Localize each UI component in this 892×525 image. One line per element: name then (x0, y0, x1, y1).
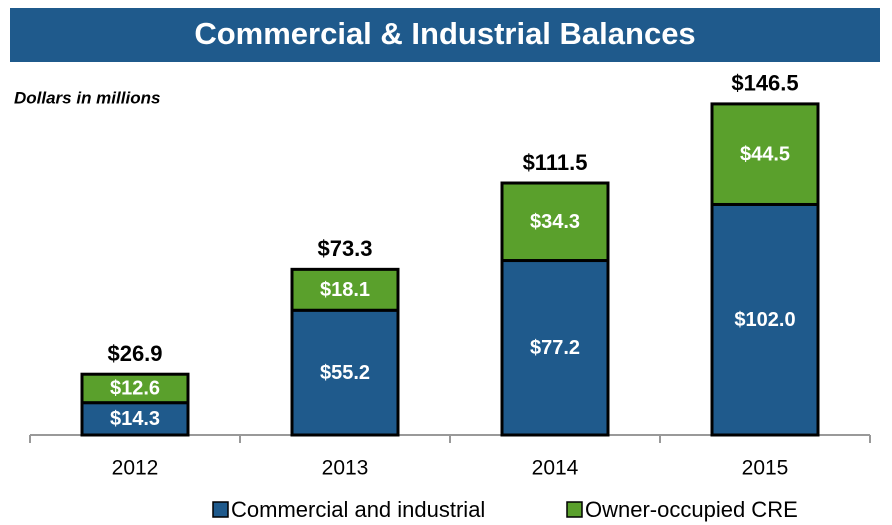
segment-label: $77.2 (530, 337, 580, 359)
bar-segment (80, 372, 190, 405)
legend-label: Owner-occupied CRE (585, 497, 798, 522)
legend-swatch (566, 501, 583, 518)
legend-swatch (212, 501, 229, 518)
segment-label: $12.6 (110, 378, 160, 400)
total-label: $26.9 (107, 341, 162, 366)
total-label: $73.3 (317, 236, 372, 261)
x-tick-label: 2015 (742, 457, 789, 480)
bar-segment (290, 267, 400, 312)
segment-label: $14.3 (110, 408, 160, 430)
subtitle: Dollars in millions (14, 88, 160, 107)
segment-label: $102.0 (734, 309, 795, 331)
chart-title: Commercial & Industrial Balances (194, 16, 695, 51)
x-tick-label: 2014 (532, 457, 579, 480)
x-tick-label: 2012 (112, 457, 159, 480)
x-tick-label: 2013 (322, 457, 369, 480)
segment-label: $44.5 (740, 143, 790, 165)
title-band (10, 8, 880, 62)
segment-label: $34.3 (530, 211, 580, 233)
legend-label: Commercial and industrial (231, 497, 485, 522)
segment-label: $55.2 (320, 362, 370, 384)
total-label: $111.5 (523, 150, 588, 175)
bar-segment (710, 102, 820, 206)
segment-label: $18.1 (320, 279, 370, 301)
bar-segment (500, 181, 610, 263)
total-label: $146.5 (731, 71, 798, 96)
